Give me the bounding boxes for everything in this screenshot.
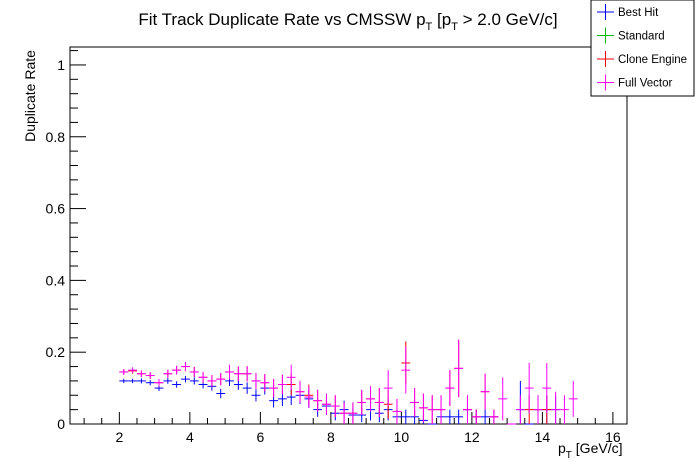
legend-label: Full Vector [618,78,672,90]
y-tick-label: 0.6 [46,201,66,217]
x-axis-label-main: p [558,440,566,456]
data-marks [119,339,578,425]
plot-frame [69,46,628,425]
x-tick-label: 14 [535,429,551,445]
chart-title-end: > 2.0 GeV/c] [458,10,558,29]
legend: Best Hit Standard Clone Engine Full Vector [590,0,695,97]
y-tick-label: 0.2 [46,344,66,360]
x-tick-label: 2 [115,429,123,445]
chart-title-sub2: T [451,21,458,33]
y-tick-label: 0.8 [46,129,66,145]
axis-ticks: 2 4 6 8 10 12 14 16 0 0.2 0.4 0.6 0.8 1 [46,50,621,445]
y-tick-label: 0 [57,416,65,432]
x-tick-label: 16 [605,429,621,445]
x-axis-label: pT [GeV/c] [558,440,622,461]
legend-item: Standard [597,27,665,44]
chart-title: Fit Track Duplicate Rate vs CMSSW pT [pT… [138,10,557,33]
legend-item: Full Vector [597,74,672,91]
x-axis-label-end: [GeV/c] [572,440,623,456]
x-tick-label: 6 [256,429,264,445]
series-3 [119,339,578,425]
y-tick-label: 1 [57,57,65,73]
x-tick-label: 12 [464,429,480,445]
x-axis-label-sub: T [566,450,572,461]
legend-box [590,0,695,97]
legend-label: Standard [618,31,665,43]
x-tick-label: 4 [186,429,194,445]
legend-label: Clone Engine [618,54,687,66]
chart-title-mid: [p [432,10,451,29]
legend-item: Clone Engine [597,51,687,67]
y-axis-label: Duplicate Rate [22,50,38,142]
x-tick-label: 10 [394,429,410,445]
x-tick-label: 8 [327,429,335,445]
legend-item: Best Hit [597,4,659,20]
legend-label: Best Hit [618,7,659,19]
chart-title-main: Fit Track Duplicate Rate vs CMSSW p [138,10,425,29]
y-tick-label: 0.4 [46,272,66,288]
chart-title-sub1: T [426,21,433,33]
